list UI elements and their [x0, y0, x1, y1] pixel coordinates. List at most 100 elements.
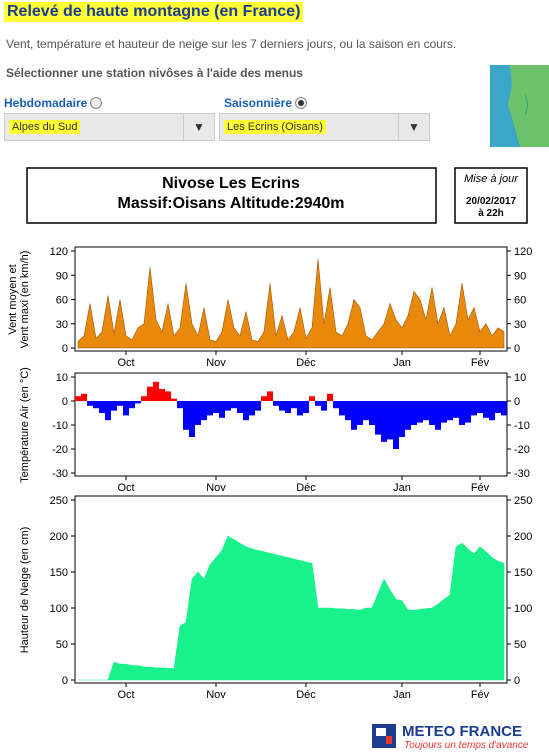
bar — [465, 401, 471, 423]
y2-tick-label: 60 — [514, 295, 526, 307]
bar — [339, 401, 345, 416]
y-tick-label: 100 — [50, 603, 68, 615]
bar — [285, 401, 291, 413]
y-tick-label: -30 — [52, 468, 68, 480]
bar — [213, 401, 219, 413]
x-tick-label: Nov — [206, 689, 226, 701]
bar — [75, 396, 81, 401]
bar — [369, 401, 375, 425]
y-tick-label: 30 — [56, 319, 68, 331]
bar — [411, 401, 417, 425]
y-tick-label: 0 — [62, 675, 68, 687]
instruction: Sélectionner une station nivôses à l'aid… — [6, 66, 303, 80]
bar — [231, 401, 237, 409]
dropdown-value: Les Ecrins (Oisans) — [224, 120, 326, 134]
station-details: Massif:Oisans Altitude:2940m — [117, 195, 344, 212]
bar — [351, 401, 357, 430]
y2-tick-label: 120 — [514, 246, 532, 258]
station-name: Nivose Les Ecrins — [162, 175, 300, 192]
update-label: Mise à jour — [464, 173, 519, 185]
bar — [471, 401, 477, 416]
x-tick-label: Déc — [296, 689, 316, 701]
bar — [189, 401, 195, 437]
subtitle: Vent, température et hauteur de neige su… — [6, 37, 457, 51]
y2-tick-label: 90 — [514, 270, 526, 282]
bar — [291, 401, 297, 409]
y-tick-label: 60 — [56, 295, 68, 307]
bar — [321, 401, 327, 411]
y-axis-label: Vent maxi (en km/h) — [19, 251, 31, 349]
logo-name: METEO FRANCE — [402, 723, 522, 740]
x-tick-label: Déc — [296, 357, 316, 369]
bar — [153, 381, 159, 401]
bar — [459, 401, 465, 425]
radio-label[interactable]: Hebdomadaire — [4, 96, 88, 110]
bar — [333, 401, 339, 409]
bar — [279, 401, 285, 411]
y2-tick-label: 0 — [514, 675, 520, 687]
radio[interactable] — [90, 96, 103, 109]
update-date: 20/02/2017 — [466, 196, 516, 207]
bar — [423, 401, 429, 421]
x-tick-label: Nov — [206, 482, 226, 494]
y-tick-label: 150 — [50, 567, 68, 579]
x-tick-label: Fév — [471, 357, 490, 369]
x-tick-label: Déc — [296, 482, 316, 494]
y-axis-label: Vent moyen et — [7, 264, 19, 334]
bar — [93, 401, 99, 409]
dropdown[interactable]: Les Ecrins (Oisans) ▼ — [219, 113, 430, 141]
bar — [207, 401, 213, 416]
y-tick-label: -20 — [52, 444, 68, 456]
area — [77, 259, 505, 349]
bar — [303, 401, 309, 413]
y2-tick-label: 100 — [514, 603, 532, 615]
x-tick-label: Oct — [117, 689, 134, 701]
update-time: à 22h — [478, 208, 504, 219]
bar — [297, 401, 303, 416]
bar — [249, 401, 255, 416]
bar — [447, 401, 453, 421]
bar — [99, 401, 105, 413]
y2-tick-label: 30 — [514, 319, 526, 331]
bar — [171, 398, 177, 401]
bar — [477, 401, 483, 413]
y2-tick-label: 200 — [514, 531, 532, 543]
radio[interactable] — [295, 96, 308, 109]
y-tick-label: 10 — [56, 372, 68, 384]
y2-tick-label: -30 — [514, 468, 530, 480]
radio-group[interactable]: Saisonnière — [224, 94, 308, 112]
y-tick-label: 250 — [50, 495, 68, 507]
x-tick-label: Jan — [393, 689, 411, 701]
x-tick-label: Nov — [206, 357, 226, 369]
radio-label[interactable]: Saisonnière — [224, 96, 293, 110]
bar — [177, 401, 183, 409]
x-tick-label: Fév — [471, 482, 490, 494]
map-thumbnail[interactable] — [490, 65, 549, 147]
radio-group[interactable]: Hebdomadaire — [4, 94, 103, 112]
dropdown-arrow[interactable]: ▼ — [183, 114, 214, 140]
dropdown[interactable]: Alpes du Sud ▼ — [4, 113, 215, 141]
x-tick-label: Jan — [393, 357, 411, 369]
bar — [165, 391, 171, 401]
bar — [105, 401, 111, 421]
bar — [81, 393, 87, 401]
bar — [111, 401, 117, 411]
bar — [195, 401, 201, 425]
y-tick-label: 200 — [50, 531, 68, 543]
bar — [315, 401, 321, 406]
y2-tick-label: 0 — [514, 343, 520, 355]
dropdown-arrow[interactable]: ▼ — [398, 114, 429, 140]
bar — [237, 401, 243, 413]
bar — [345, 401, 351, 421]
x-tick-label: Jan — [393, 482, 411, 494]
bar — [219, 401, 225, 418]
bar — [381, 401, 387, 442]
y-axis-label: Température Air (en °C) — [19, 367, 31, 483]
bar — [375, 401, 381, 435]
y-axis-label: Hauteur de Neige (en cm) — [19, 527, 31, 654]
bar — [495, 401, 501, 413]
bar — [87, 401, 93, 406]
bar — [435, 401, 441, 430]
bar — [117, 401, 123, 406]
